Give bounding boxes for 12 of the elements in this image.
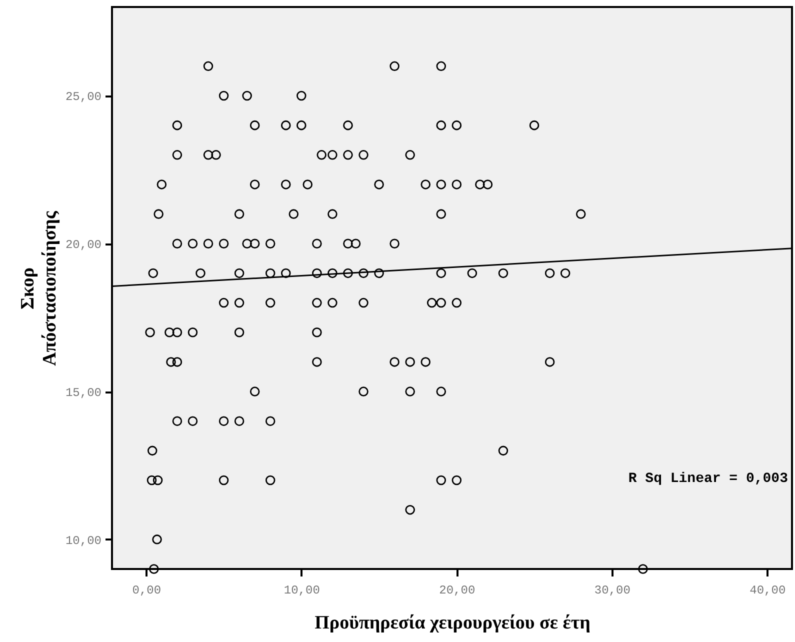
x-tick-label: 0,00 xyxy=(132,584,162,598)
x-tick-label: 40,00 xyxy=(750,584,786,598)
y-tick-label: 25,00 xyxy=(65,90,102,104)
x-tick-label: 30,00 xyxy=(594,584,630,598)
y-tick-label: 10,00 xyxy=(65,534,102,548)
x-tick-label: 20,00 xyxy=(439,584,476,598)
x-tick-label: 10,00 xyxy=(284,584,320,598)
y-tick-label: 20,00 xyxy=(65,238,102,252)
annotation: R Sq Linear = 0,003 xyxy=(628,471,788,487)
y-tick-label: 15,00 xyxy=(65,386,102,400)
x-axis-title: Προϋπηρεσία χειρουργείου σε έτη xyxy=(314,612,590,634)
y-axis-title: Σκορ Απόστασιοποίησης xyxy=(17,210,60,366)
